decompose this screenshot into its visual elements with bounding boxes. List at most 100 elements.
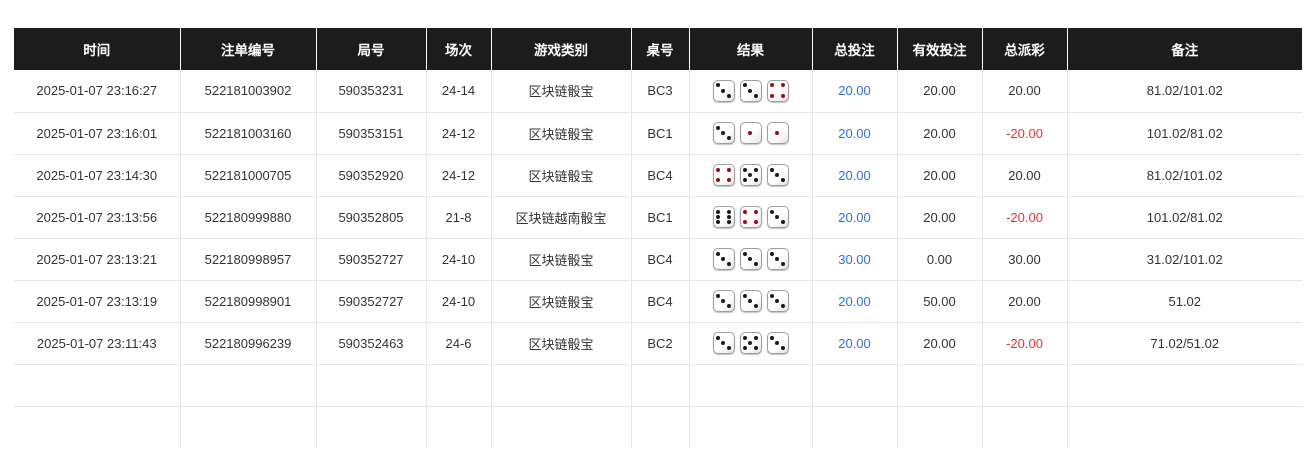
table-row[interactable]: 2025-01-07 23:13:56 522180999880 590352805… bbox=[14, 196, 1302, 239]
column-header-bet_id[interactable]: 注单编号 bbox=[180, 28, 317, 70]
die-face-3 bbox=[739, 79, 762, 102]
die-pip bbox=[748, 340, 753, 345]
summary-label: 总计 bbox=[14, 406, 181, 448]
summary-total-payout: 30.00 bbox=[982, 406, 1068, 448]
column-header-round_no[interactable]: 局号 bbox=[316, 28, 427, 70]
column-header-time[interactable]: 时间 bbox=[14, 28, 181, 70]
column-header-total_payout[interactable]: 总派彩 bbox=[982, 28, 1068, 70]
cell-game-type: 区块链骰宝 bbox=[491, 280, 632, 323]
column-header-game_type[interactable]: 游戏类别 bbox=[491, 28, 632, 70]
cell-valid-bet: 50.00 bbox=[897, 280, 983, 323]
summary-count: 7 bbox=[180, 364, 317, 407]
cell-round-no: 590352920 bbox=[316, 154, 427, 197]
die-face-3 bbox=[766, 206, 789, 228]
die-pip bbox=[743, 209, 748, 214]
table-row[interactable]: 2025-01-07 23:16:27 522181003902 590353231… bbox=[14, 70, 1302, 113]
dice-group bbox=[694, 332, 808, 354]
die-pip bbox=[753, 209, 758, 214]
dice-group bbox=[694, 206, 808, 228]
table-row[interactable]: 2025-01-07 23:14:30 522181000705 590352920… bbox=[14, 154, 1302, 197]
die-pip bbox=[770, 251, 775, 256]
cell-round-no: 590352463 bbox=[316, 322, 427, 365]
die-pip bbox=[748, 172, 753, 177]
summary-row: 总计 7 150.00 150.00 30.00 bbox=[14, 406, 1302, 448]
cell-table-no: BC4 bbox=[631, 154, 690, 197]
cell-table-no: BC4 bbox=[631, 238, 690, 281]
column-header-session[interactable]: 场次 bbox=[426, 28, 492, 70]
column-header-remark[interactable]: 备注 bbox=[1067, 28, 1302, 70]
die-pip bbox=[753, 346, 758, 351]
column-header-table_no[interactable]: 桌号 bbox=[631, 28, 690, 70]
table-header: 时间 注单编号 局号 场次 游戏类别 桌号 结果 总投注 有效投注 总派彩 备注 bbox=[14, 28, 1302, 70]
die-face-3 bbox=[766, 248, 789, 270]
die-pip bbox=[753, 220, 758, 225]
cell-remark: 101.02/81.02 bbox=[1067, 112, 1302, 155]
dice-group bbox=[694, 164, 808, 186]
summary-total-payout: 30.00 bbox=[982, 364, 1068, 407]
die-pip bbox=[770, 83, 775, 88]
summary-remark bbox=[1067, 364, 1302, 407]
die-pip bbox=[716, 251, 721, 256]
die-pip bbox=[770, 209, 775, 214]
die-pip bbox=[753, 304, 758, 309]
cell-table-no: BC3 bbox=[631, 70, 690, 113]
bet-history-table-container: 时间 注单编号 局号 场次 游戏类别 桌号 结果 总投注 有效投注 总派彩 备注 2025-01-0… bbox=[14, 28, 1302, 448]
die-pip bbox=[716, 167, 721, 172]
die-face-6 bbox=[712, 206, 735, 228]
table-row[interactable]: 2025-01-07 23:16:01 522181003160 590353151… bbox=[14, 112, 1302, 155]
cell-valid-bet: 20.00 bbox=[897, 112, 983, 155]
summary-round-no bbox=[316, 406, 427, 448]
cell-result-dice bbox=[689, 196, 813, 239]
die-pip bbox=[716, 335, 721, 340]
cell-result-dice bbox=[689, 280, 813, 323]
table-row[interactable]: 2025-01-07 23:13:21 522180998957 590352727… bbox=[14, 238, 1302, 281]
die-pip bbox=[726, 214, 731, 219]
cell-total-payout: 20.00 bbox=[982, 280, 1068, 323]
summary-result bbox=[689, 364, 813, 407]
die-pip bbox=[726, 346, 731, 351]
die-pip bbox=[743, 346, 748, 351]
die-pip bbox=[721, 130, 726, 135]
die-face-3 bbox=[739, 248, 762, 270]
die-face-5 bbox=[739, 164, 762, 186]
die-pip bbox=[775, 130, 780, 135]
dice-group bbox=[694, 122, 808, 144]
table-row[interactable]: 2025-01-07 23:13:19 522180998901 590352727… bbox=[14, 280, 1302, 323]
die-face-3 bbox=[766, 164, 789, 186]
table-body: 2025-01-07 23:16:27 522181003902 590353231… bbox=[14, 70, 1302, 448]
cell-session: 24-14 bbox=[426, 70, 492, 113]
cell-game-type: 区块链骰宝 bbox=[491, 70, 632, 113]
column-header-valid_bet[interactable]: 有效投注 bbox=[897, 28, 983, 70]
die-pip bbox=[748, 130, 753, 135]
die-pip bbox=[721, 256, 726, 261]
die-pip bbox=[753, 262, 758, 267]
die-face-3 bbox=[712, 248, 735, 270]
die-pip bbox=[726, 178, 731, 183]
summary-total-bet: 150.00 bbox=[812, 406, 898, 448]
die-pip bbox=[716, 178, 721, 183]
column-header-result[interactable]: 结果 bbox=[689, 28, 813, 70]
cell-game-type: 区块链骰宝 bbox=[491, 322, 632, 365]
cell-remark: 81.02/101.02 bbox=[1067, 70, 1302, 113]
die-pip bbox=[780, 178, 785, 183]
table-header-row: 时间 注单编号 局号 场次 游戏类别 桌号 结果 总投注 有效投注 总派彩 备注 bbox=[14, 28, 1302, 70]
summary-valid-bet: 150.00 bbox=[897, 406, 983, 448]
table-row[interactable]: 2025-01-07 23:11:43 522180996239 590352463… bbox=[14, 322, 1302, 365]
cell-total-payout: -20.00 bbox=[982, 112, 1068, 155]
dice-group bbox=[694, 248, 808, 270]
cell-remark: 71.02/51.02 bbox=[1067, 322, 1302, 365]
column-header-total_bet[interactable]: 总投注 bbox=[812, 28, 898, 70]
cell-total-payout: 30.00 bbox=[982, 238, 1068, 281]
die-pip bbox=[726, 220, 731, 225]
cell-remark: 81.02/101.02 bbox=[1067, 154, 1302, 197]
cell-total-payout: -20.00 bbox=[982, 196, 1068, 239]
die-pip bbox=[743, 220, 748, 225]
cell-bet-id: 522181003902 bbox=[180, 70, 317, 113]
die-pip bbox=[775, 340, 780, 345]
die-pip bbox=[716, 125, 721, 130]
die-pip bbox=[780, 346, 785, 351]
bet-history-table: 时间 注单编号 局号 场次 游戏类别 桌号 结果 总投注 有效投注 总派彩 备注 2025-01-0… bbox=[14, 28, 1302, 448]
die-face-5 bbox=[739, 332, 762, 354]
cell-time: 2025-01-07 23:14:30 bbox=[14, 154, 181, 197]
die-pip bbox=[716, 220, 721, 225]
